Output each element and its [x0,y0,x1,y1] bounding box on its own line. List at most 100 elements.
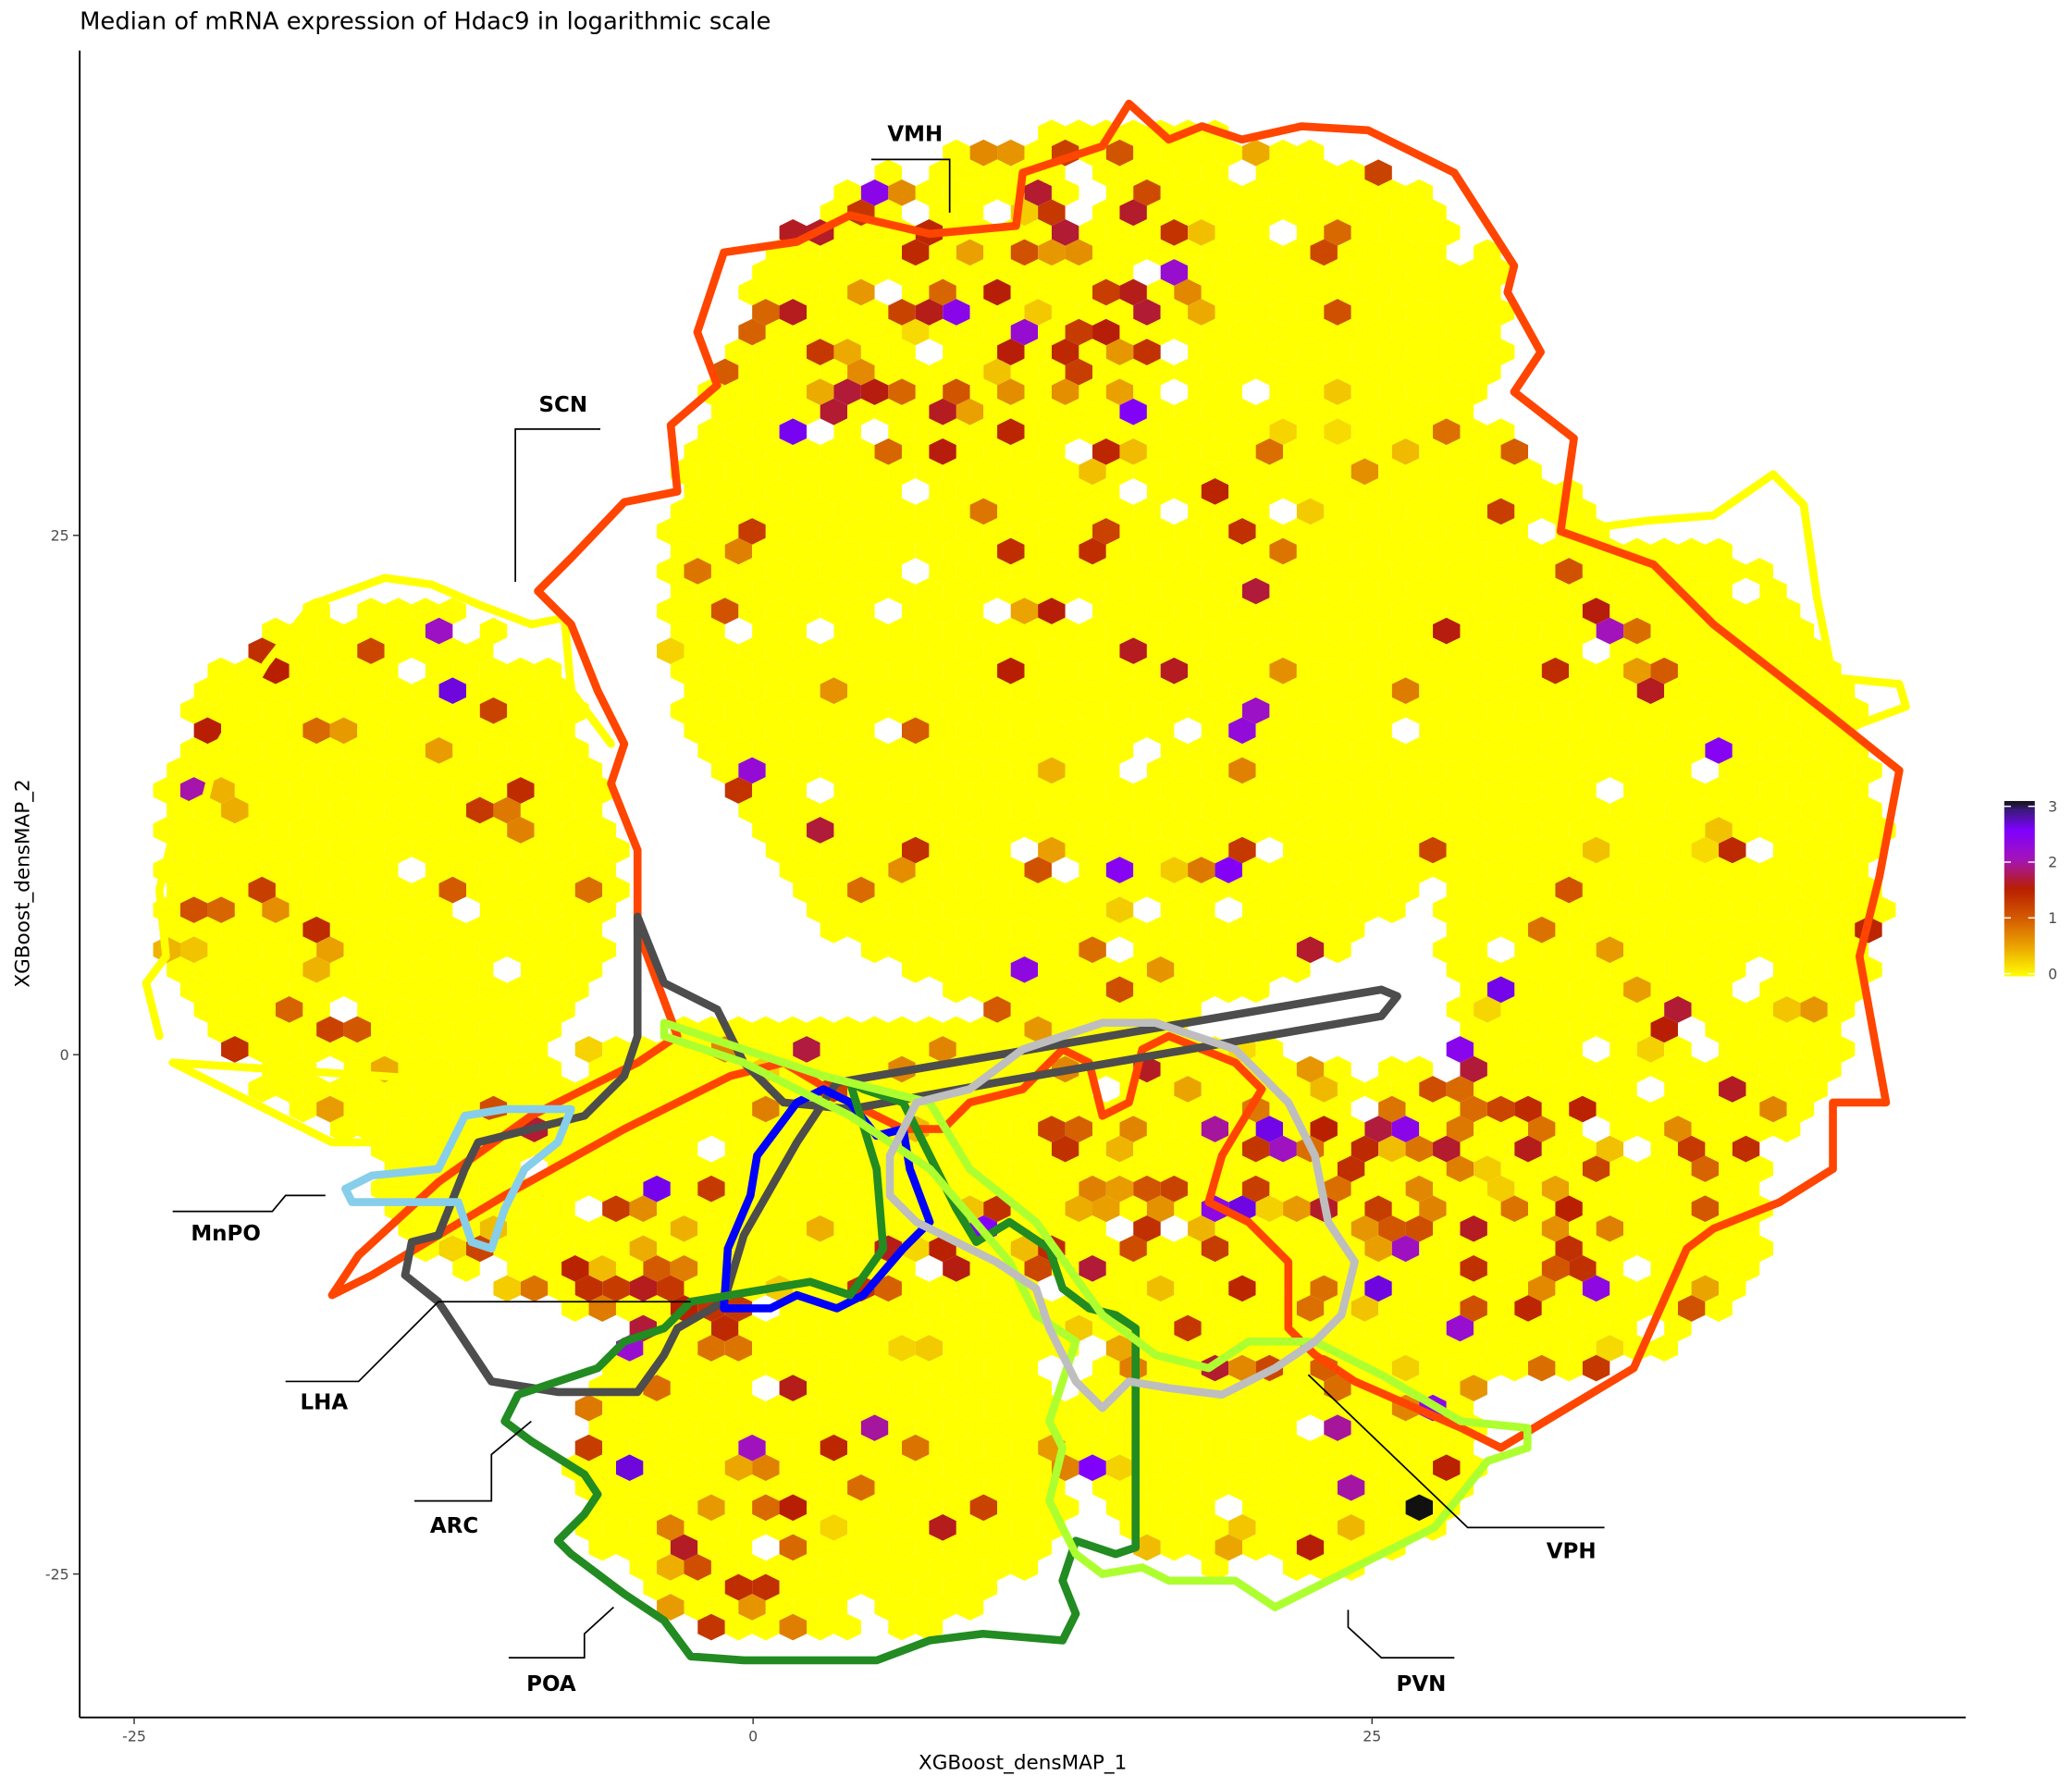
hex-bin [697,1613,725,1641]
hex-bin [1719,677,1746,705]
hex-bin [929,478,956,505]
hex-bin [847,1155,875,1183]
hex-bin [1024,976,1052,1004]
hex-bin [275,1076,303,1103]
hex-bin [1269,339,1297,365]
hex-bin [888,339,916,365]
hex-bin [779,1534,808,1561]
hex-bin [329,1076,358,1103]
hex-bin [1146,717,1175,745]
hex-bin [1500,757,1528,784]
hex-bin [1337,278,1365,306]
hex-bin [657,1076,684,1103]
hex-bin [248,916,276,944]
hex-bin [1241,418,1270,446]
hex-bin [1215,777,1242,804]
hex-bin [969,299,998,326]
hex-bin [874,1434,902,1462]
hex-bin [1705,1055,1733,1083]
hex-bin [1024,1375,1052,1401]
hex-bin [1460,617,1487,645]
hex-bin [289,737,317,764]
hex-bin [1010,1514,1039,1541]
hex-bin [1555,796,1583,824]
hex-bin [221,916,249,944]
hex-bin [1786,657,1815,684]
hex-bin [943,737,970,764]
hex-bin [602,1036,630,1063]
hex-bin [1610,677,1637,705]
hex-bin [1283,518,1311,545]
hex-bin [1146,916,1175,944]
hex-bin [1051,1295,1079,1322]
hex-bin [997,1295,1025,1322]
hex-bin [943,1255,970,1282]
hex-bin [1310,1434,1338,1462]
hex-bin [1841,857,1869,883]
hex-bin [807,1335,834,1362]
hex-bin [1228,916,1256,944]
hex-bin [697,1095,725,1123]
hex-bin [1596,1335,1624,1362]
hex-bin [833,657,861,684]
hex-bin [670,1494,698,1522]
hex-bin [943,1335,970,1362]
hex-bin [1745,1116,1773,1142]
hex-bin [1474,239,1501,266]
hex-bin [207,857,235,883]
hex-bin [1677,1175,1706,1202]
hex-bin [438,876,466,904]
hex-bin [1215,936,1242,964]
hex-bin [724,378,753,406]
region-label-arc: ARC [430,1514,478,1538]
hex-bin [956,1394,984,1422]
hex-bin [997,737,1025,764]
hex-bin [1010,1354,1039,1382]
hex-bin [588,857,616,883]
hex-bin [915,697,944,724]
hex-bin [1636,796,1665,824]
hex-bin [1146,358,1175,386]
hex-bin [901,757,930,784]
hex-bin [1446,796,1474,824]
hex-bin [1391,1474,1420,1501]
hex-bin [371,976,399,1004]
hex-bin [1255,199,1284,227]
hex-bin [1555,677,1583,705]
hex-bin [1105,339,1134,365]
hex-bin [1433,1255,1461,1282]
hex-bin [1514,896,1542,924]
hex-bin [997,1454,1025,1482]
hex-bin [1569,617,1597,645]
hex-bin [1174,637,1202,665]
hex-bin [1324,299,1351,326]
hex-bin [520,1235,549,1263]
hex-bin [234,737,263,764]
hex-bin [1079,378,1106,406]
hex-bin [1664,1076,1692,1103]
hex-bin [1650,1016,1678,1043]
hex-bin [1664,796,1692,824]
hex-bin [1460,1095,1487,1123]
hex-bin [1610,717,1637,745]
hex-bin [412,916,439,944]
hex-bin [1419,438,1447,465]
hex-bin [943,1095,970,1123]
hex-bin [697,1534,725,1561]
hex-bin [1596,1215,1624,1242]
y-tick-label: 25 [51,527,69,545]
hex-bin [997,378,1025,406]
hex-bin [779,1215,808,1242]
hex-bin [1024,299,1052,326]
hex-bin [1582,677,1610,705]
hex-bin [847,558,875,585]
hex-bin [943,617,970,645]
hex-bin [1664,1195,1692,1223]
hex-bin [1596,577,1624,605]
hex-bin [874,1036,902,1063]
hex-bin [969,1534,998,1561]
hex-bin [888,857,916,883]
hex-bin [1092,1036,1120,1063]
hex-bin [1474,796,1501,824]
hex-bin [807,857,834,883]
